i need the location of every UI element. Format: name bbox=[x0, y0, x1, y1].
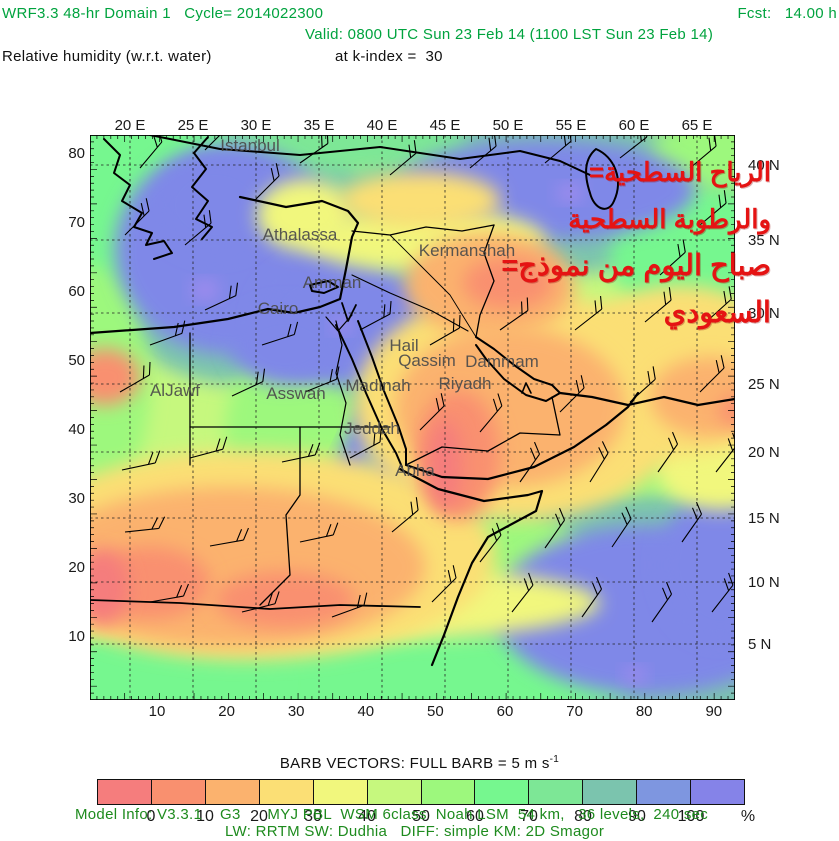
left-axis-label: 20 bbox=[68, 559, 85, 576]
header-valid-time: Valid: 0800 UTC Sun 23 Feb 14 (1100 LST … bbox=[305, 26, 714, 43]
city-label: Asswan bbox=[266, 384, 326, 403]
arabic-annotation: الرياح السطحية= والرطوبة السطحية صباح اليو… bbox=[501, 149, 771, 337]
colorbar-tick-label: 20 bbox=[250, 808, 268, 825]
right-axis-label: 5 N bbox=[748, 636, 772, 653]
left-axis-label: 30 bbox=[68, 490, 85, 507]
header-level: at k-index = 30 bbox=[335, 48, 443, 65]
colorbar-tick-label: 60 bbox=[466, 808, 484, 825]
left-axis-label: 10 bbox=[68, 628, 85, 645]
city-label: Athalassa bbox=[263, 225, 338, 244]
colorbar-tick-label: 40 bbox=[358, 808, 376, 825]
map-canvas: Istanbul Athalassa Amman Cairo Kermanshah Hai… bbox=[89, 134, 736, 701]
colorbar-tick-label: 30 bbox=[304, 808, 322, 825]
left-axis-label: 50 bbox=[68, 352, 85, 369]
city-label: Amman bbox=[303, 273, 362, 292]
top-axis-label: 35 E bbox=[303, 117, 335, 134]
city-label: AlJawf bbox=[150, 381, 200, 400]
colorbar-tick-label: 100 bbox=[677, 808, 705, 825]
header-forecast-hour: Fcst: 14.00 h bbox=[737, 5, 837, 22]
arabic-annotation-line: والرطوبة السطحية bbox=[568, 204, 771, 234]
colorbar-segment bbox=[313, 780, 368, 804]
colorbar-segment bbox=[98, 780, 152, 804]
barb-vectors-title: BARB VECTORS: FULL BARB = 5 m s-1 bbox=[0, 754, 839, 772]
top-axis-label: 60 E bbox=[618, 117, 650, 134]
right-axis-label: 35 N bbox=[748, 232, 780, 249]
colorbar-segment bbox=[637, 780, 692, 804]
header-field-name: Relative humidity (w.r.t. water) bbox=[2, 48, 212, 65]
left-axis-label: 60 bbox=[68, 283, 85, 300]
city-label: Hail bbox=[389, 336, 418, 355]
bottom-axis-label: 70 bbox=[566, 703, 583, 720]
top-axis-label: 50 E bbox=[492, 117, 524, 134]
colorbar-tick-label: 70 bbox=[520, 808, 538, 825]
header-model-run: WRF3.3 48-hr Domain 1 Cycle= 2014022300 bbox=[2, 5, 324, 22]
model-info-line2: LW: RRTM SW: Dudhia DIFF: simple KM: 2D … bbox=[225, 823, 605, 840]
top-axis-label: 55 E bbox=[555, 117, 587, 134]
city-label: Dammam bbox=[465, 352, 539, 371]
arabic-annotation-line: صباح اليوم من نموذج= bbox=[501, 250, 771, 282]
bottom-axis-label: 20 bbox=[218, 703, 235, 720]
colorbar-tick-label: 0 bbox=[146, 808, 156, 825]
barb-vectors-superscript: -1 bbox=[549, 754, 560, 765]
top-axis-label: 20 E bbox=[114, 117, 146, 134]
city-label: Qassim bbox=[398, 351, 456, 370]
colorbar-tick-label: 10 bbox=[196, 808, 214, 825]
right-axis-label: 40 N bbox=[748, 157, 780, 174]
colorbar-segment bbox=[421, 780, 476, 804]
colorbar-tick-label: 80 bbox=[574, 808, 592, 825]
barb-vectors-text: BARB VECTORS: FULL BARB = 5 m s bbox=[279, 755, 550, 772]
city-label: Abha bbox=[395, 461, 435, 480]
model-info-line1: Model Info: V3.3.1 G3 MYJ PBL WSM 6class… bbox=[75, 806, 709, 823]
colorbar-segment bbox=[475, 780, 530, 804]
bottom-axis-label: 60 bbox=[496, 703, 514, 720]
city-label: Madinah bbox=[345, 376, 410, 395]
colorbar-segment bbox=[367, 780, 422, 804]
city-label: Riyadh bbox=[439, 374, 492, 393]
top-axis-label: 65 E bbox=[681, 117, 713, 134]
bottom-axis-label: 10 bbox=[148, 703, 166, 720]
left-axis-label: 80 bbox=[68, 145, 85, 162]
city-label: Jeddah bbox=[344, 419, 400, 438]
left-axis-label: 70 bbox=[68, 214, 85, 231]
right-axis-label: 20 N bbox=[748, 444, 780, 461]
colorbar-segment bbox=[259, 780, 314, 804]
colorbar-tick-label: 50 bbox=[412, 808, 430, 825]
arabic-annotation-line: السعودي bbox=[663, 297, 771, 329]
city-label: Kermanshah bbox=[419, 241, 515, 260]
bottom-axis-label: 90 bbox=[705, 703, 723, 720]
top-axis-label: 30 E bbox=[240, 117, 272, 134]
right-axis-label: 10 N bbox=[748, 574, 780, 591]
colorbar-segment bbox=[691, 780, 745, 804]
bottom-axis-label: 80 bbox=[635, 703, 653, 720]
top-axis-label: 45 E bbox=[429, 117, 461, 134]
arabic-annotation-line: الرياح السطحية= bbox=[588, 157, 771, 187]
top-axis-label: 25 E bbox=[177, 117, 209, 134]
top-axis-label: 40 E bbox=[366, 117, 398, 134]
bottom-axis-label: 30 bbox=[287, 703, 305, 720]
colorbar-segment bbox=[583, 780, 638, 804]
colorbar-segment bbox=[529, 780, 584, 804]
colorbar-segment bbox=[151, 780, 206, 804]
colorbar bbox=[97, 779, 745, 805]
city-label: Istanbul bbox=[220, 136, 280, 155]
city-label: Cairo bbox=[258, 299, 299, 318]
right-axis-label: 15 N bbox=[748, 510, 780, 527]
left-axis-label: 40 bbox=[68, 421, 85, 438]
colorbar-tick-label: % bbox=[740, 808, 756, 825]
bottom-axis-label: 40 bbox=[357, 703, 375, 720]
colorbar-tick-label: 90 bbox=[628, 808, 646, 825]
right-axis-label: 30 N bbox=[748, 305, 780, 322]
colorbar-segment bbox=[205, 780, 260, 804]
right-axis-label: 25 N bbox=[748, 376, 780, 393]
bottom-axis-label: 50 bbox=[427, 703, 444, 720]
